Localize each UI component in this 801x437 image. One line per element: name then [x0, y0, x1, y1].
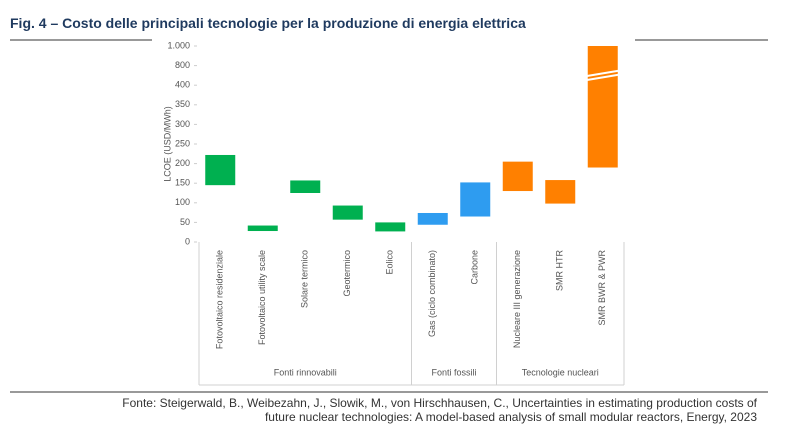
source: Fonte: Steigerwald, B., Weibezahn, J., S… [122, 396, 757, 410]
group-label: Tecnologie nucleari [522, 367, 599, 377]
source: future nuclear technologies: A model-bas… [265, 410, 757, 424]
x-tick-label: Solare termico [300, 250, 310, 308]
bar [587, 46, 618, 168]
bar [545, 180, 576, 204]
y-tick-label: 200 [175, 158, 190, 168]
x-tick-label: Nucleare III generazione [512, 250, 522, 348]
bar [375, 222, 406, 232]
y-tick-label: 0 [185, 236, 190, 246]
bar [290, 180, 321, 193]
bar [205, 154, 236, 186]
x-tick-label: Geotermico [342, 250, 352, 297]
x-tick-label: Gas (ciclo combinato) [427, 250, 437, 337]
y-tick-label: 350 [175, 99, 190, 109]
group-label: Fonti rinnovabili [274, 367, 337, 377]
y-tick-label: 250 [175, 138, 190, 148]
chart-title: Fig. 4 – Costo delle principali tecnolog… [10, 15, 526, 31]
x-tick-label: Carbone [470, 250, 480, 285]
x-tick-label: SMR BWR & PWR [597, 250, 607, 326]
y-axis-label: LCOE (USD/MWh) [162, 106, 172, 182]
axis-break [584, 69, 621, 78]
bar [502, 161, 533, 192]
x-tick-label: Eolico [385, 250, 395, 275]
y-tick-label: 300 [175, 119, 190, 129]
y-tick-label: 400 [175, 80, 190, 90]
group-label: Fonti fossili [431, 367, 476, 377]
bar [460, 182, 491, 217]
y-tick-label: 150 [175, 178, 190, 188]
y-tick-label: 800 [175, 60, 190, 70]
bar [332, 205, 363, 220]
axis-break [584, 73, 621, 82]
x-tick-label: SMR HTR [555, 250, 565, 291]
y-tick-label: 1.000 [167, 40, 190, 50]
y-tick-label: 100 [175, 197, 190, 207]
y-tick-label: 50 [180, 217, 190, 227]
x-tick-label: Fotovoltaico utility scale [257, 250, 267, 345]
bar [247, 225, 278, 232]
bar [417, 212, 448, 225]
x-tick-label: Fotovoltaico residenziale [215, 250, 225, 349]
